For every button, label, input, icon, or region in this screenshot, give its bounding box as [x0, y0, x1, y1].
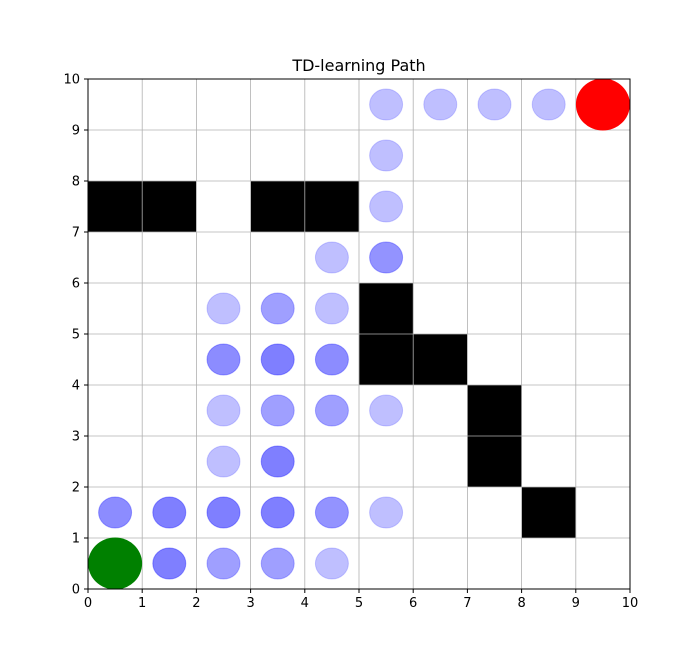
- x-tick-label: 3: [246, 596, 254, 611]
- path-marker: [369, 241, 404, 274]
- path-marker: [369, 496, 404, 529]
- path-marker: [314, 343, 349, 376]
- path-marker: [206, 343, 241, 376]
- path-marker: [206, 547, 241, 580]
- path-marker: [98, 496, 133, 529]
- x-tick-label: 10: [622, 596, 639, 611]
- path-marker: [369, 88, 404, 121]
- wall-cell: [521, 487, 576, 538]
- wall-cell: [467, 436, 522, 487]
- path-marker: [206, 445, 241, 478]
- path-marker: [260, 343, 295, 376]
- path-marker: [260, 547, 295, 580]
- wall-cell: [359, 334, 414, 385]
- x-tick-label: 6: [409, 596, 417, 611]
- y-tick-label: 2: [72, 481, 80, 496]
- wall-cell: [142, 181, 197, 232]
- path-marker: [260, 292, 295, 325]
- y-tick-label: 8: [72, 175, 80, 190]
- wall-cell: [359, 283, 414, 334]
- path-marker: [314, 241, 349, 274]
- y-tick-label: 7: [72, 226, 80, 241]
- y-tick-label: 9: [72, 124, 80, 139]
- wall-cell: [250, 181, 305, 232]
- x-tick-label: 5: [355, 596, 363, 611]
- x-tick-label: 1: [138, 596, 146, 611]
- path-marker: [314, 547, 349, 580]
- y-tick-label: 5: [72, 328, 80, 343]
- goal-marker: [575, 78, 630, 131]
- path-marker: [152, 496, 187, 529]
- x-tick-label: 0: [84, 596, 92, 611]
- y-tick-label: 1: [72, 532, 80, 547]
- path-marker: [152, 547, 187, 580]
- path-marker: [369, 139, 404, 172]
- path-marker: [369, 190, 404, 223]
- chart-title: TD-learning Path: [291, 56, 425, 75]
- wall-cell: [467, 385, 522, 436]
- x-tick-label: 4: [301, 596, 309, 611]
- x-tick-label: 7: [463, 596, 471, 611]
- path-marker: [369, 394, 404, 427]
- path-marker: [314, 292, 349, 325]
- wall-cell: [413, 334, 468, 385]
- start-marker: [88, 537, 143, 590]
- x-tick-label: 9: [572, 596, 580, 611]
- wall-cell: [88, 181, 143, 232]
- y-tick-label: 10: [63, 73, 80, 88]
- path-marker: [314, 496, 349, 529]
- path-marker: [260, 496, 295, 529]
- wall-cell: [304, 181, 359, 232]
- path-marker: [206, 292, 241, 325]
- path-marker: [260, 445, 295, 478]
- y-tick-label: 4: [72, 379, 80, 394]
- path-marker: [423, 88, 458, 121]
- path-marker: [531, 88, 566, 121]
- path-marker: [314, 394, 349, 427]
- y-tick-label: 3: [72, 430, 80, 445]
- y-tick-label: 6: [72, 277, 80, 292]
- y-tick-label: 0: [72, 583, 80, 598]
- path-marker: [206, 394, 241, 427]
- x-tick-label: 8: [517, 596, 525, 611]
- path-marker: [260, 394, 295, 427]
- path-marker: [206, 496, 241, 529]
- path-marker: [477, 88, 512, 121]
- x-tick-label: 2: [192, 596, 200, 611]
- plot-area: 0 1 2 3 4 5 6 7 8 9 10 0 1 2 3 4 5 6 7 8 9 10: [63, 73, 638, 612]
